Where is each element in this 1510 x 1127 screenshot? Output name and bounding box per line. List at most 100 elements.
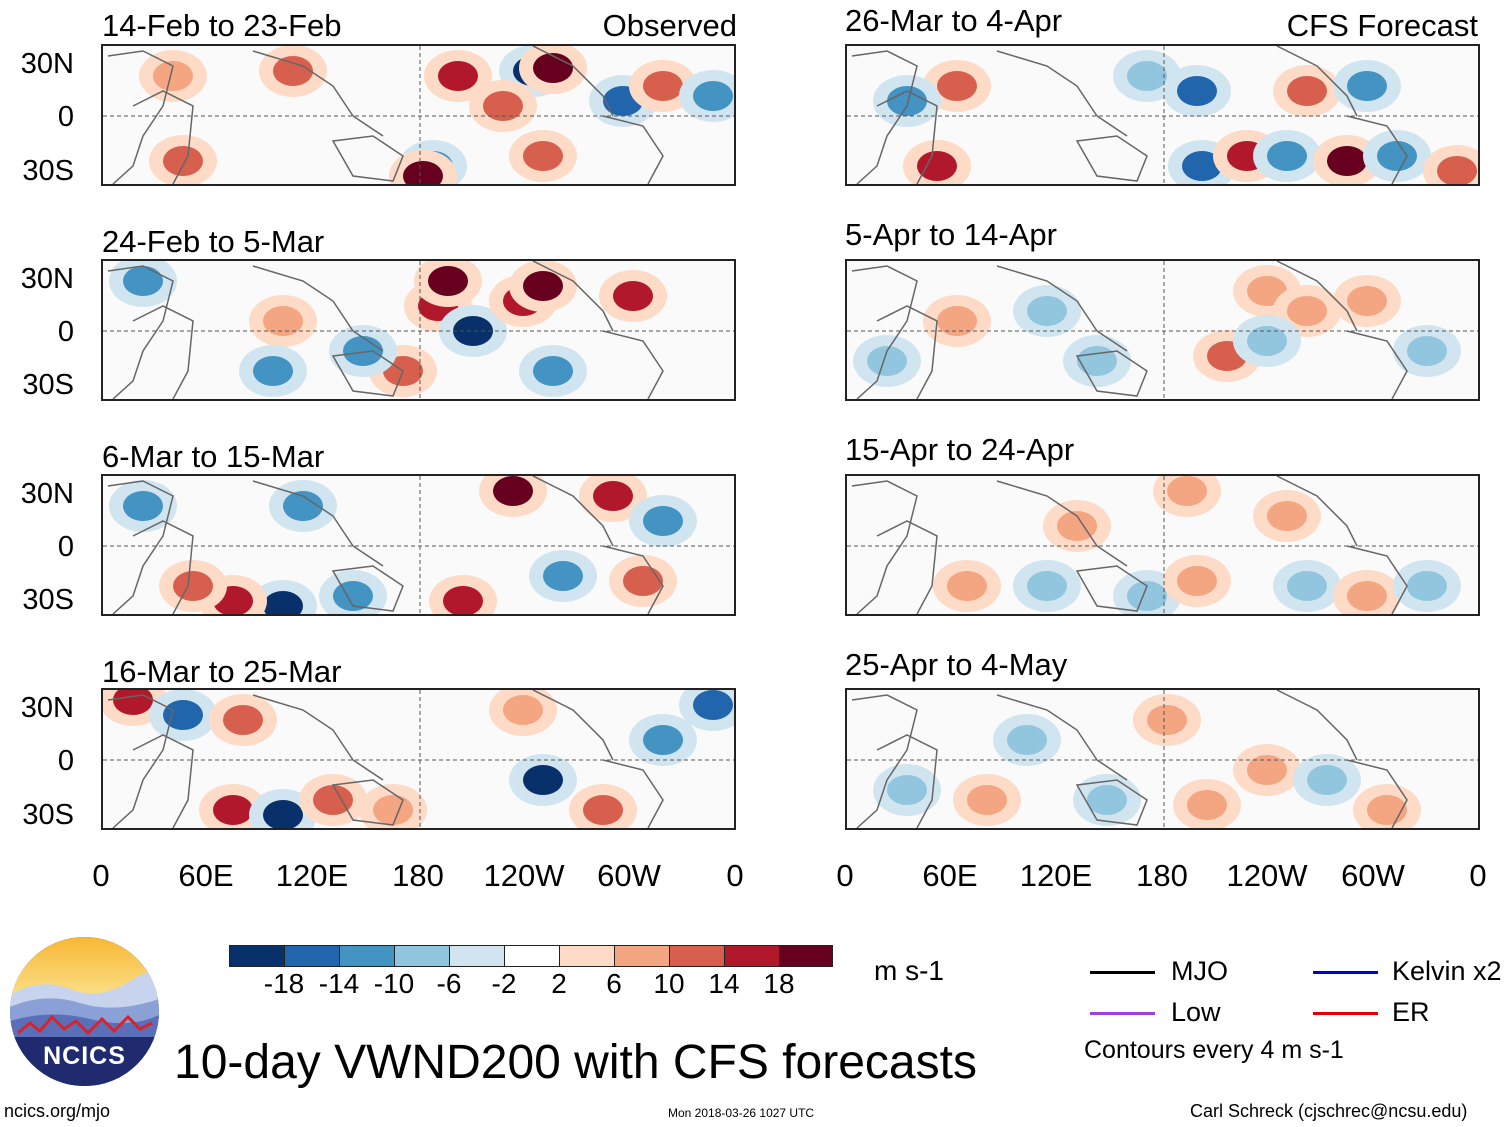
- anomaly-core: [887, 86, 927, 116]
- anomaly-core: [523, 141, 563, 171]
- colorbar-cell: [724, 945, 780, 967]
- colorbar-tick: 14: [708, 968, 740, 999]
- anomaly-core: [253, 356, 293, 386]
- footer-url: ncics.org/mjo: [4, 1101, 111, 1121]
- coastline: [132, 305, 194, 399]
- anomaly-core: [1347, 286, 1387, 316]
- anomaly-core: [1007, 725, 1047, 755]
- lon-label: 0: [92, 858, 110, 893]
- anomaly-core: [1287, 296, 1327, 326]
- coastline: [532, 46, 614, 117]
- legend-label-kelvin: Kelvin x2: [1392, 956, 1502, 986]
- lon-label: 0: [1469, 858, 1487, 893]
- legend-line-low: [1090, 1012, 1155, 1015]
- coastline: [851, 50, 918, 184]
- colorbar-tick: -18: [263, 968, 305, 999]
- anomaly-core: [1407, 571, 1447, 601]
- anomaly-core: [313, 785, 353, 815]
- lon-label: 60E: [922, 858, 978, 893]
- lat-label-30s: 30S: [22, 584, 74, 616]
- anomaly-core: [1347, 71, 1387, 101]
- coastline: [252, 694, 384, 781]
- anomaly-core: [163, 700, 203, 730]
- anomaly-core: [1247, 276, 1287, 306]
- anomaly-core: [887, 775, 927, 805]
- lon-label: 180: [1136, 858, 1188, 893]
- anomaly-core: [443, 586, 483, 614]
- anomaly-core: [153, 61, 193, 91]
- anomaly-core: [1247, 326, 1287, 356]
- coastline: [996, 480, 1128, 567]
- coastline: [996, 50, 1128, 137]
- panel-title-obs-3: 6-Mar to 15-Mar: [102, 439, 325, 474]
- colorbar-cell: [449, 945, 505, 967]
- coastline: [532, 690, 614, 761]
- anomaly-core: [1327, 146, 1367, 176]
- logo-text: NCICS: [43, 1042, 126, 1070]
- lat-label-30n: 30N: [20, 478, 74, 510]
- lat-label-eq: 0: [57, 101, 74, 133]
- coastline: [532, 476, 614, 547]
- anomaly-core: [1247, 755, 1287, 785]
- panel-title-fcst-3: 15-Apr to 24-Apr: [845, 432, 1075, 467]
- panel-title-obs-1: 14-Feb to 23-Feb: [102, 8, 342, 43]
- legend-contours-note: Contours every 4 m s-1: [1084, 1036, 1344, 1064]
- coastline: [252, 265, 384, 352]
- coastline: [1075, 350, 1148, 397]
- coastline: [532, 261, 614, 332]
- anomaly-core: [1187, 790, 1227, 820]
- anomaly-core: [1377, 141, 1417, 171]
- anomaly-core: [867, 346, 907, 376]
- colorbar-tick: -2: [491, 968, 517, 999]
- map-panel-fcst-1: [845, 44, 1480, 186]
- forecast-label: CFS Forecast: [1286, 8, 1478, 43]
- lon-label: 60E: [178, 858, 234, 893]
- anomaly-core: [643, 71, 683, 101]
- anomaly-core: [1267, 501, 1307, 531]
- coastline: [1075, 779, 1148, 826]
- anomaly-core: [1437, 156, 1477, 184]
- anomaly-core: [643, 725, 683, 755]
- map-panel-obs-3: [101, 474, 736, 616]
- anomaly-core: [1147, 705, 1187, 735]
- anomaly-core: [373, 795, 413, 825]
- anomaly-core: [967, 785, 1007, 815]
- anomaly-core: [1127, 61, 1167, 91]
- observed-label: Observed: [602, 8, 737, 43]
- coastline: [602, 115, 664, 184]
- lon-label: 120W: [483, 858, 565, 893]
- anomaly-core: [263, 591, 303, 614]
- anomaly-core: [113, 690, 153, 715]
- lon-label: 60W: [1341, 858, 1405, 893]
- anomaly-core: [533, 356, 573, 386]
- coastline: [602, 330, 664, 399]
- anomaly-core: [1182, 151, 1222, 181]
- anomaly-core: [483, 91, 523, 121]
- anomaly-core: [503, 695, 543, 725]
- colorbar-cell: [669, 945, 725, 967]
- panel-title-fcst-4: 25-Apr to 4-May: [845, 647, 1068, 682]
- map-panel-fcst-3: [845, 474, 1480, 616]
- coastline: [1346, 330, 1408, 399]
- anomaly-core: [593, 481, 633, 511]
- colorbar-cell: [559, 945, 615, 967]
- panel-title-obs-2: 24-Feb to 5-Mar: [102, 224, 325, 259]
- anomaly-core: [173, 571, 213, 601]
- lat-label-30n: 30N: [20, 692, 74, 724]
- coastline: [331, 350, 404, 397]
- coastline: [252, 50, 384, 137]
- anomaly-core: [453, 316, 493, 346]
- coastline: [132, 734, 194, 828]
- coastline: [331, 779, 404, 826]
- anomaly-core: [623, 566, 663, 596]
- lon-label: 120E: [1019, 858, 1093, 893]
- anomaly-core: [163, 146, 203, 176]
- anomaly-core: [693, 81, 733, 111]
- legend-label-mjo: MJO: [1171, 956, 1228, 986]
- coastline: [851, 265, 918, 399]
- footer-author: Carl Schreck (cjschrec@ncsu.edu): [1190, 1101, 1468, 1121]
- panel-title-fcst-1: 26-Mar to 4-Apr: [845, 3, 1063, 38]
- anomaly-core: [403, 161, 443, 184]
- coastline: [1276, 261, 1358, 332]
- lat-label-30n: 30N: [20, 263, 74, 295]
